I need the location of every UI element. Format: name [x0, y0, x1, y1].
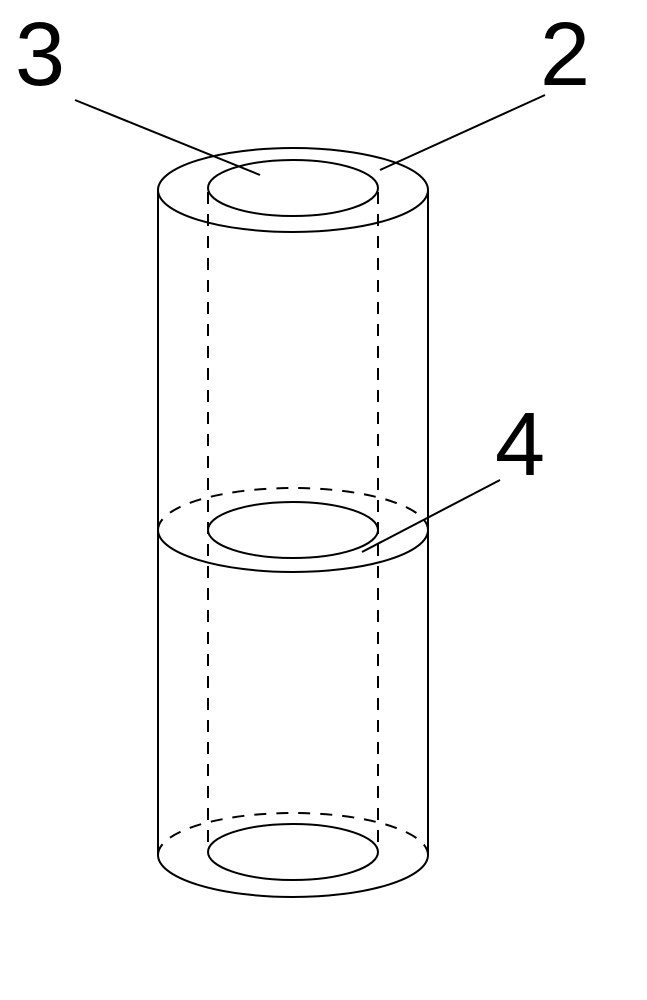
leader-line-4	[362, 480, 500, 552]
outer-mid-back-arc	[158, 488, 428, 530]
cylinder-diagram	[0, 0, 647, 1000]
outer-bottom-front-arc	[158, 855, 428, 897]
leader-line-3	[75, 100, 260, 175]
inner-top-ellipse	[208, 160, 378, 216]
callout-label-3: 3	[15, 10, 65, 100]
inner-mid-ellipse	[208, 502, 378, 558]
leader-line-2	[380, 95, 545, 170]
callout-label-2: 2	[540, 10, 590, 100]
callout-label-4: 4	[495, 400, 545, 490]
outer-bottom-back-arc	[158, 813, 428, 855]
outer-mid-front-arc	[158, 530, 428, 572]
inner-bottom-ellipse	[208, 824, 378, 880]
